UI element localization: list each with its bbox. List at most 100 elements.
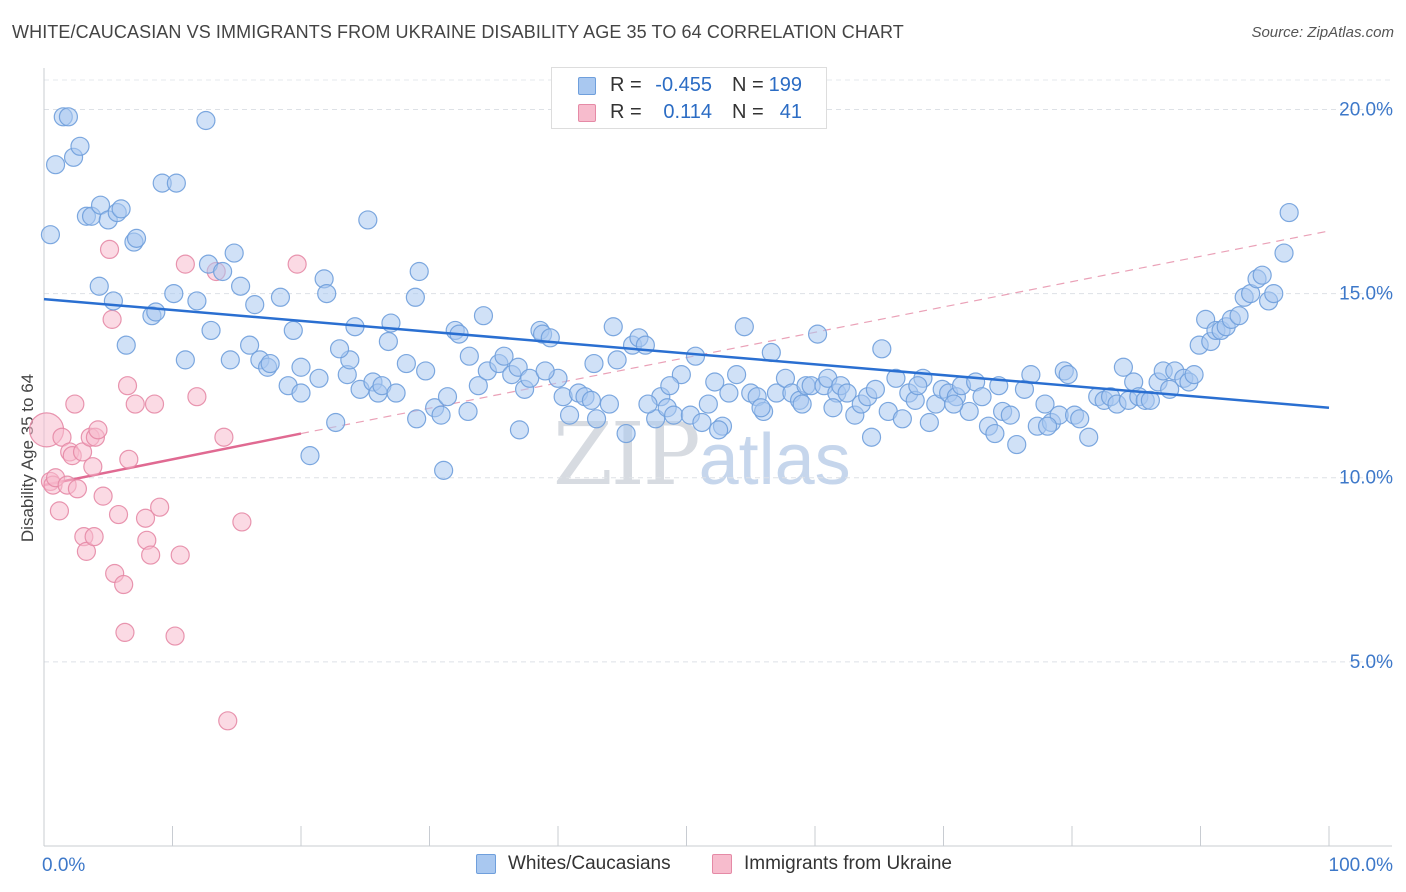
point-whites	[509, 420, 530, 440]
point-whites	[892, 409, 912, 429]
point-whites	[40, 225, 61, 245]
point-whites	[434, 460, 454, 480]
point-whites	[1070, 409, 1090, 429]
point-whites	[698, 394, 718, 414]
point-ukraine	[187, 387, 207, 407]
point-whites	[972, 387, 992, 407]
point-whites	[231, 276, 251, 296]
point-whites	[508, 357, 528, 377]
point-whites	[175, 350, 195, 370]
legend-row-ukraine: R = 0.114 N = 41	[552, 100, 826, 126]
point-whites	[494, 346, 514, 366]
point-whites	[959, 401, 979, 422]
point-ukraine	[115, 622, 135, 643]
point-whites	[792, 394, 812, 414]
point-whites	[196, 110, 216, 131]
point-whites	[1058, 365, 1078, 385]
point-ukraine	[214, 427, 234, 447]
point-whites	[823, 398, 843, 418]
point-whites	[416, 361, 436, 381]
point-ukraine	[119, 449, 139, 469]
point-whites	[396, 353, 416, 374]
point-whites	[260, 353, 280, 374]
point-whites	[559, 405, 580, 425]
legend-label-whites: Whites/Caucasians	[508, 853, 671, 874]
point-whites	[111, 199, 131, 219]
point-whites	[664, 405, 684, 425]
legend-n-value: 41	[779, 101, 802, 123]
legend-swatch-ukraine	[578, 104, 596, 122]
point-whites	[291, 357, 311, 377]
point-ukraine	[88, 420, 108, 440]
point-whites	[459, 346, 479, 366]
point-whites	[468, 376, 488, 396]
point-whites	[861, 427, 882, 447]
point-whites	[616, 423, 636, 444]
point-ukraine	[102, 309, 122, 329]
legend-swatch-ukraine	[712, 854, 732, 874]
point-whites	[1007, 434, 1027, 455]
legend-row-whites: R = -0.455 N = 199	[552, 73, 826, 99]
legend-r-value: -0.455	[655, 74, 712, 96]
point-whites	[603, 317, 623, 337]
point-whites	[283, 320, 303, 341]
point-ukraine	[232, 512, 252, 532]
point-whites	[291, 383, 311, 403]
point-whites	[599, 394, 620, 414]
point-whites	[646, 409, 666, 429]
correlation-legend: R = -0.455 N = 199 R = 0.114 N = 41	[551, 67, 827, 129]
source-label: Source: ZipAtlas.com	[1251, 24, 1394, 41]
point-whites	[1264, 283, 1284, 304]
point-whites	[116, 335, 136, 355]
point-whites	[837, 383, 857, 403]
trend-whites	[43, 297, 1330, 410]
point-whites	[407, 409, 427, 429]
point-whites	[807, 324, 828, 344]
point-whites	[473, 306, 494, 326]
point-whites	[187, 291, 207, 311]
chart-title: WHITE/CAUCASIAN VS IMMIGRANTS FROM UKRAI…	[12, 22, 904, 42]
point-whites	[520, 368, 540, 388]
point-whites	[1252, 265, 1272, 285]
point-whites	[705, 372, 725, 392]
points-whites	[40, 107, 1299, 480]
trend-line-whites	[43, 297, 1330, 410]
legend-n-label: N =	[732, 101, 764, 123]
x-tick-label: 0.0%	[42, 855, 85, 876]
point-whites	[540, 328, 560, 348]
point-whites	[224, 243, 244, 263]
point-whites	[245, 295, 265, 315]
point-whites	[751, 398, 771, 418]
legend-label-ukraine: Immigrants from Ukraine	[744, 853, 952, 874]
point-whites	[727, 365, 747, 385]
legend-r-label: R =	[610, 74, 642, 96]
point-whites	[166, 173, 186, 193]
point-whites	[201, 320, 221, 341]
point-whites	[213, 261, 233, 282]
point-ukraine	[67, 479, 88, 499]
point-whites	[1079, 427, 1099, 447]
point-ukraine	[135, 508, 156, 528]
point-whites	[1000, 405, 1020, 425]
point-whites	[607, 350, 627, 370]
point-ukraine	[108, 504, 129, 525]
point-ukraine	[165, 626, 185, 646]
point-whites	[908, 376, 928, 396]
legend-r-value: 0.114	[663, 101, 712, 123]
point-whites	[70, 136, 90, 156]
point-whites	[58, 107, 79, 127]
point-whites	[709, 420, 729, 440]
point-whites	[584, 353, 604, 374]
point-ukraine	[52, 427, 72, 447]
point-whites	[146, 302, 166, 322]
point-whites	[326, 412, 346, 433]
point-whites	[1279, 202, 1299, 223]
point-whites	[886, 368, 906, 388]
point-whites	[985, 423, 1005, 444]
point-ukraine	[72, 442, 93, 462]
point-ukraine	[93, 486, 113, 506]
point-ukraine	[49, 501, 70, 521]
point-whites	[761, 342, 781, 363]
point-whites	[581, 390, 602, 410]
point-ukraine	[76, 541, 97, 561]
